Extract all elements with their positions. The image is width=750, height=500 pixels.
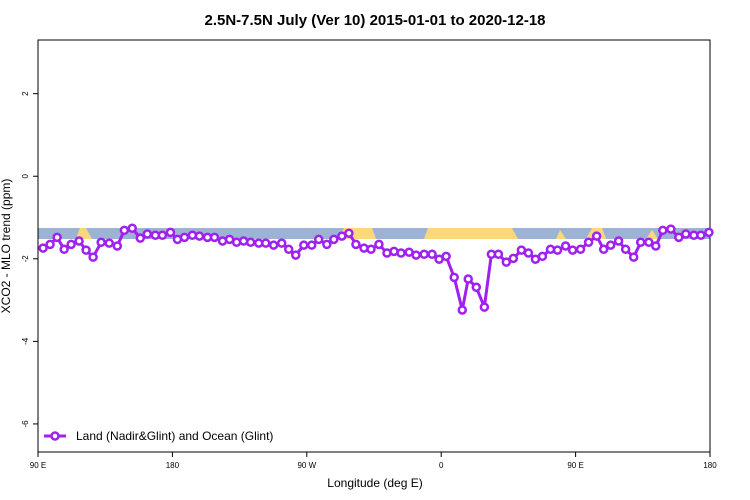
data-point (449, 272, 459, 283)
data-point (583, 237, 594, 248)
data-point (66, 239, 76, 250)
data-point (457, 305, 468, 315)
y-tick-label: -6 (21, 420, 30, 428)
data-point (613, 236, 624, 246)
land-patch (646, 230, 658, 239)
data-point (591, 231, 602, 241)
data-point (112, 241, 123, 251)
data-point (290, 250, 301, 260)
plot-frame (37, 39, 711, 453)
data-point (135, 233, 146, 243)
data-point (501, 257, 512, 267)
data-point (59, 244, 69, 255)
data-point (658, 225, 668, 236)
data-point (52, 232, 62, 243)
land-patch (424, 228, 518, 239)
data-point (260, 238, 271, 248)
data-point (696, 230, 706, 241)
data-point (523, 248, 534, 258)
data-point (74, 236, 84, 246)
x-axis-label: Longitude (deg E) (327, 476, 422, 490)
data-point (45, 239, 55, 250)
data-point (374, 239, 384, 250)
x-tick-label: 0 (439, 461, 444, 470)
y-tick-label: -4 (21, 337, 30, 345)
data-point (441, 251, 451, 262)
data-point (552, 245, 563, 255)
data-point (598, 244, 609, 255)
data-point (119, 225, 130, 236)
legend-label: Land (Nadir&Glint) and Ocean (Glint) (76, 429, 273, 443)
data-point (366, 244, 376, 255)
data-point (479, 302, 490, 312)
data-point (268, 240, 279, 250)
data-point (245, 237, 256, 248)
data-point (681, 229, 691, 239)
data-point (666, 224, 676, 234)
x-tick-label: 180 (166, 461, 180, 470)
data-point (651, 241, 661, 251)
x-tick-label: 180 (703, 461, 717, 470)
data-point (165, 227, 176, 238)
data-point (427, 249, 437, 260)
data-point (209, 232, 220, 243)
data-point (704, 227, 714, 238)
y-tick-label: 0 (21, 173, 30, 178)
data-point (157, 230, 168, 241)
data-point (605, 240, 616, 250)
chart-title: 2.5N-7.5N July (Ver 10) 2015-01-01 to 20… (204, 12, 545, 29)
data-point (179, 232, 190, 243)
land-patch (76, 228, 92, 239)
data-point (351, 239, 361, 250)
data-point (419, 249, 429, 260)
data-point (299, 240, 309, 250)
data-point (411, 250, 421, 260)
x-tick-label: 90 E (30, 461, 46, 470)
data-point (635, 237, 646, 248)
x-tick-label: 90 E (567, 461, 583, 470)
data-point (493, 249, 504, 260)
data-point (96, 237, 106, 248)
data-point (620, 244, 631, 255)
data-point (88, 252, 98, 262)
data-point (38, 243, 48, 253)
data-point (344, 228, 354, 238)
data-point (463, 274, 473, 284)
data-point (194, 231, 205, 241)
data-point (313, 234, 324, 245)
data-point (104, 238, 114, 248)
data-point (127, 223, 137, 233)
data-point (567, 245, 578, 255)
data-point (81, 245, 91, 255)
y-tick-label: 2 (21, 91, 30, 96)
data-point (471, 282, 482, 293)
data-point (329, 234, 339, 245)
data-point (628, 252, 639, 262)
data-point (276, 238, 287, 248)
x-tick-label: 90 W (297, 461, 316, 470)
legend-marker (50, 431, 60, 441)
data-point (674, 232, 684, 243)
data-point (560, 241, 571, 251)
data-point (575, 244, 586, 255)
y-tick-label: -2 (21, 255, 30, 263)
data-point (396, 248, 406, 258)
data-point (644, 237, 654, 248)
land-patch (556, 230, 566, 239)
data-point (322, 239, 332, 250)
data-point (508, 253, 519, 264)
y-axis-label: XCO2 - MLO trend (ppm) (0, 179, 13, 314)
data-point (537, 251, 548, 262)
data-point (306, 240, 317, 250)
data-point (283, 244, 294, 255)
data-point (142, 229, 153, 239)
